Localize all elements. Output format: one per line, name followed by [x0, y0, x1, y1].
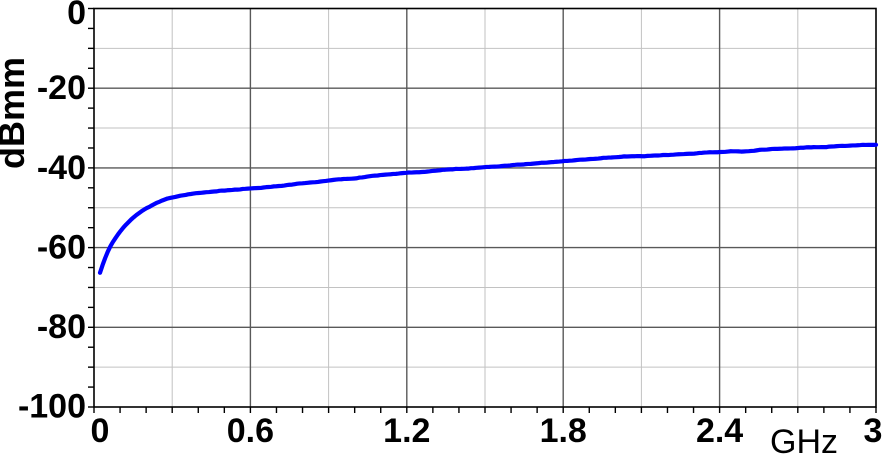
- svg-text:-20: -20: [37, 69, 86, 107]
- svg-text:GHz: GHz: [770, 423, 838, 461]
- svg-text:0: 0: [91, 412, 110, 450]
- svg-text:3: 3: [864, 412, 883, 450]
- svg-text:1.8: 1.8: [540, 412, 587, 450]
- svg-text:1.2: 1.2: [383, 412, 430, 450]
- svg-text:0.6: 0.6: [227, 412, 274, 450]
- svg-text:-80: -80: [37, 308, 86, 346]
- svg-text:-40: -40: [37, 149, 86, 187]
- svg-text:0: 0: [67, 0, 86, 32]
- svg-text:dBmm: dBmm: [0, 57, 32, 169]
- svg-text:-60: -60: [37, 229, 86, 267]
- svg-text:2.4: 2.4: [696, 412, 743, 450]
- svg-text:-100: -100: [18, 388, 86, 426]
